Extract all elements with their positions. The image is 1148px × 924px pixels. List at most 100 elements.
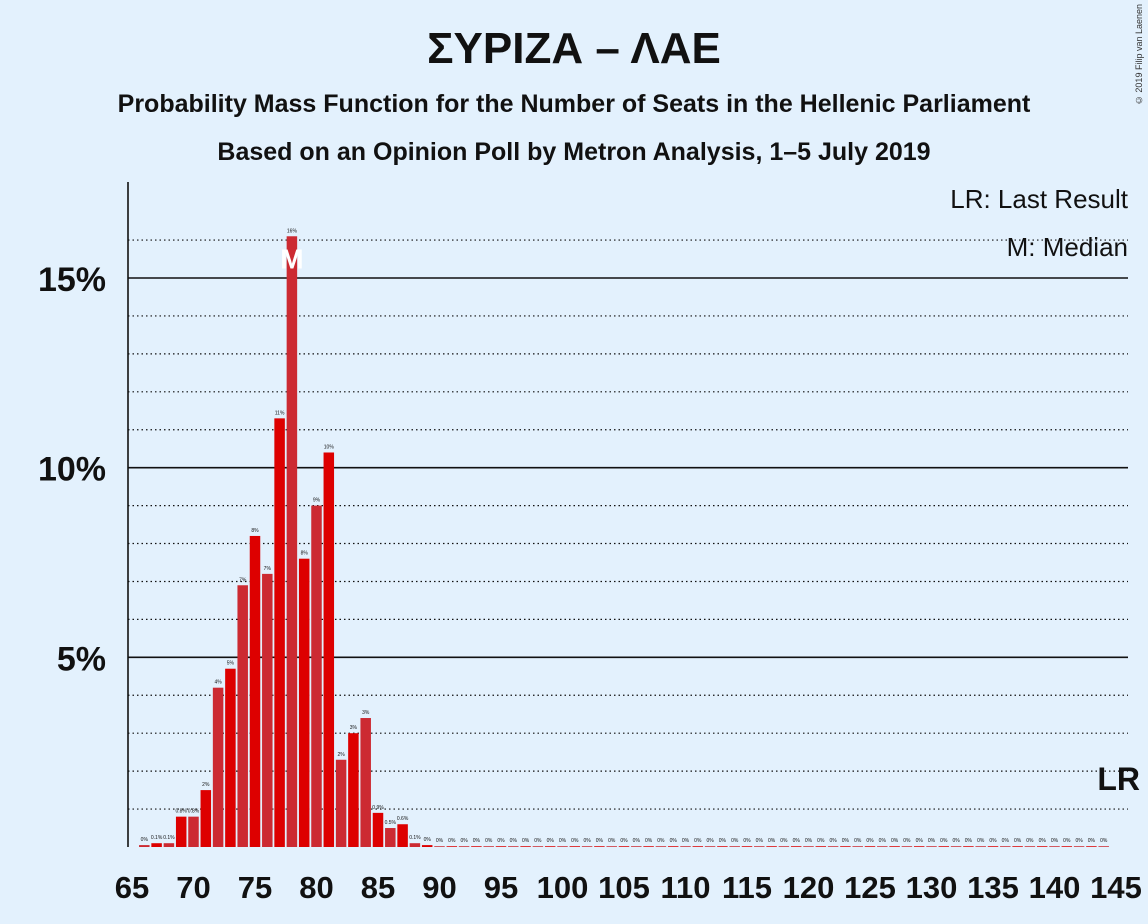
x-tick-label: 90 (422, 870, 456, 905)
bar-115 (741, 846, 753, 847)
bar-label-131: 0% (940, 838, 948, 844)
bar-label-101: 0% (571, 838, 579, 844)
bar-95 (495, 846, 507, 847)
legend-median: M: Median (1006, 232, 1128, 262)
bar-label-76: 7% (264, 566, 272, 572)
bar-124 (852, 846, 863, 847)
axes: 5% 10% 15% 65 70 75 80 85 90 95 100 105 110 115 120 125… (38, 182, 1142, 905)
bar-label-78: 16% (287, 228, 298, 234)
bar-label-138: 0% (1026, 838, 1034, 844)
bar-118 (778, 846, 790, 847)
bar-label-89: 0% (424, 837, 432, 843)
bar-label-142: 0% (1075, 838, 1083, 844)
bar-label-115: 0% (743, 838, 751, 844)
bar-80 (311, 505, 322, 847)
x-tick-label: 120 (783, 870, 835, 905)
bar-label-135: 0% (989, 838, 997, 844)
bar-66 (139, 845, 150, 847)
bar-label-144: 0% (1100, 838, 1108, 844)
bar-label-139: 0% (1039, 838, 1047, 844)
bar-68 (163, 843, 175, 847)
bar-120 (803, 846, 814, 847)
bar-label-77: 11% (275, 410, 285, 416)
bar-label-129: 0% (916, 838, 924, 844)
bar-label-112: 0% (706, 838, 714, 844)
bar-133 (963, 846, 974, 847)
x-tick-label: 140 (1029, 870, 1081, 905)
bar-label-122: 0% (829, 838, 837, 844)
bar-129 (913, 846, 925, 847)
last-result-marker: LR (1097, 761, 1140, 797)
bar-label-126: 0% (879, 838, 887, 844)
bar-104 (606, 846, 617, 847)
bar-135 (987, 846, 999, 847)
bar-110 (680, 846, 691, 847)
bar-label-114: 0% (731, 838, 739, 844)
bar-122 (827, 846, 839, 847)
bar-label-70: 0.8% (188, 809, 200, 815)
bar-100 (557, 846, 568, 847)
x-tick-label: 135 (967, 870, 1019, 905)
x-tick-label: 65 (115, 870, 149, 905)
x-tick-label: 130 (906, 870, 958, 905)
bar-label-67: 0.1% (151, 835, 163, 841)
legend-last-result: LR: Last Result (950, 184, 1128, 214)
x-tick-label: 80 (299, 870, 333, 905)
bar-141 (1061, 846, 1073, 847)
bar-71 (200, 790, 212, 847)
bar-76 (262, 573, 273, 847)
bar-87 (397, 824, 408, 847)
bar-142 (1073, 846, 1085, 847)
bar-label-103: 0% (596, 838, 604, 844)
bar-90 (434, 846, 445, 847)
x-tick-label: 75 (238, 870, 272, 905)
bar-108 (655, 846, 667, 847)
bar-label-87: 0.6% (397, 816, 409, 822)
bar-131 (938, 846, 950, 847)
x-tick-label: 110 (660, 870, 710, 905)
bar-label-95: 0% (497, 838, 505, 844)
bar-126 (877, 846, 888, 847)
data-labels: 0% 0.1% 0.1%0.8% 0.8%2%4%5%7%8%7%11%16%8%9%… (141, 228, 1140, 844)
y-tick-label: 10% (38, 451, 106, 489)
bar-144 (1098, 846, 1109, 847)
bar-72 (212, 687, 224, 847)
bar-77 (274, 418, 285, 847)
bar-label-97: 0% (522, 838, 530, 844)
y-tick-label: 15% (38, 261, 106, 299)
bar-label-124: 0% (854, 838, 862, 844)
bar-79 (298, 558, 310, 847)
bar-111 (692, 846, 704, 847)
bar-96 (508, 846, 519, 847)
bar-label-71: 2% (202, 782, 210, 788)
bar-label-127: 0% (891, 838, 899, 844)
bar-label-106: 0% (633, 838, 641, 844)
bar-label-83: 3% (350, 725, 358, 731)
bar-label-119: 0% (793, 838, 801, 844)
bar-103 (594, 846, 605, 847)
bar-102 (581, 846, 593, 847)
bar-109 (667, 846, 679, 847)
bar-label-82: 2% (337, 752, 345, 758)
bar-label-96: 0% (510, 838, 518, 844)
bar-86 (385, 828, 396, 847)
bar-132 (950, 846, 962, 847)
bar-78 (286, 236, 298, 848)
bar-label-74: 7% (239, 577, 247, 583)
bar-128 (901, 846, 913, 847)
bar-label-98: 0% (534, 838, 542, 844)
bar-134 (975, 846, 986, 847)
bar-84 (360, 718, 371, 847)
bar-114 (729, 846, 740, 847)
bar-label-88: 0.1% (409, 835, 421, 841)
bar-label-120: 0% (805, 838, 813, 844)
bar-143 (1086, 846, 1097, 847)
bar-label-68: 0.1% (163, 835, 175, 841)
bar-70 (188, 816, 199, 847)
bar-label-140: 0% (1051, 838, 1059, 844)
bar-99 (544, 846, 556, 847)
bar-94 (483, 846, 494, 847)
bar-label-69: 0.8% (175, 809, 187, 815)
bar-label-123: 0% (842, 838, 850, 844)
